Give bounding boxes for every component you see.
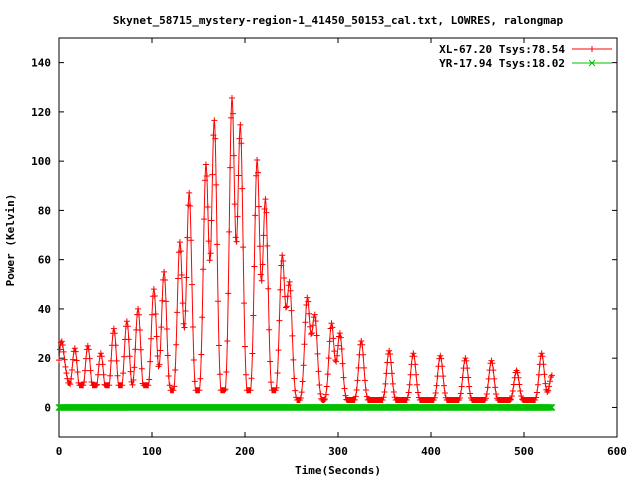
x-tick-label: 600 (607, 445, 627, 458)
y-tick-label: 140 (31, 57, 51, 70)
x-tick-label: 0 (56, 445, 63, 458)
legend-entry-xl: XL-67.20 Tsys:78.54 (439, 43, 565, 56)
y-tick-label: 40 (38, 303, 51, 316)
series-yr-markers (55, 404, 556, 411)
series-yr-line (55, 404, 556, 411)
legend-marker-yr (588, 59, 596, 67)
x-tick-label: 400 (421, 445, 441, 458)
y-tick-label: 0 (44, 401, 51, 414)
series-xl-line (56, 94, 555, 404)
legend-marker-xl (589, 46, 595, 52)
x-tick-label: 500 (514, 445, 534, 458)
y-tick-label: 120 (31, 106, 51, 119)
y-tick-label: 60 (38, 254, 51, 267)
legend-entry-yr: YR-17.94 Tsys:18.02 (439, 57, 565, 70)
legend-swatch-xl (572, 46, 612, 52)
y-tick-label: 80 (38, 204, 51, 217)
legend-swatch-yr (572, 59, 612, 67)
y-tick-label: 20 (38, 352, 51, 365)
chart-title: Skynet_58715_mystery-region-1_41450_5015… (113, 14, 564, 27)
x-tick-label: 100 (142, 445, 162, 458)
y-axis: 0 20 40 60 80 100 120 140 (31, 57, 617, 414)
legend: XL-67.20 Tsys:78.54 YR-17.94 Tsys:18.02 (439, 43, 612, 70)
x-axis: 0 100 200 300 400 500 600 (56, 38, 627, 458)
y-tick-label: 100 (31, 155, 51, 168)
series-xl-markers (56, 94, 555, 404)
x-tick-label: 300 (328, 445, 348, 458)
x-axis-label: Time(Seconds) (295, 464, 381, 477)
y-axis-label: Power (Kelvin) (4, 194, 17, 287)
series-xl-path (58, 97, 553, 401)
x-tick-label: 200 (235, 445, 255, 458)
